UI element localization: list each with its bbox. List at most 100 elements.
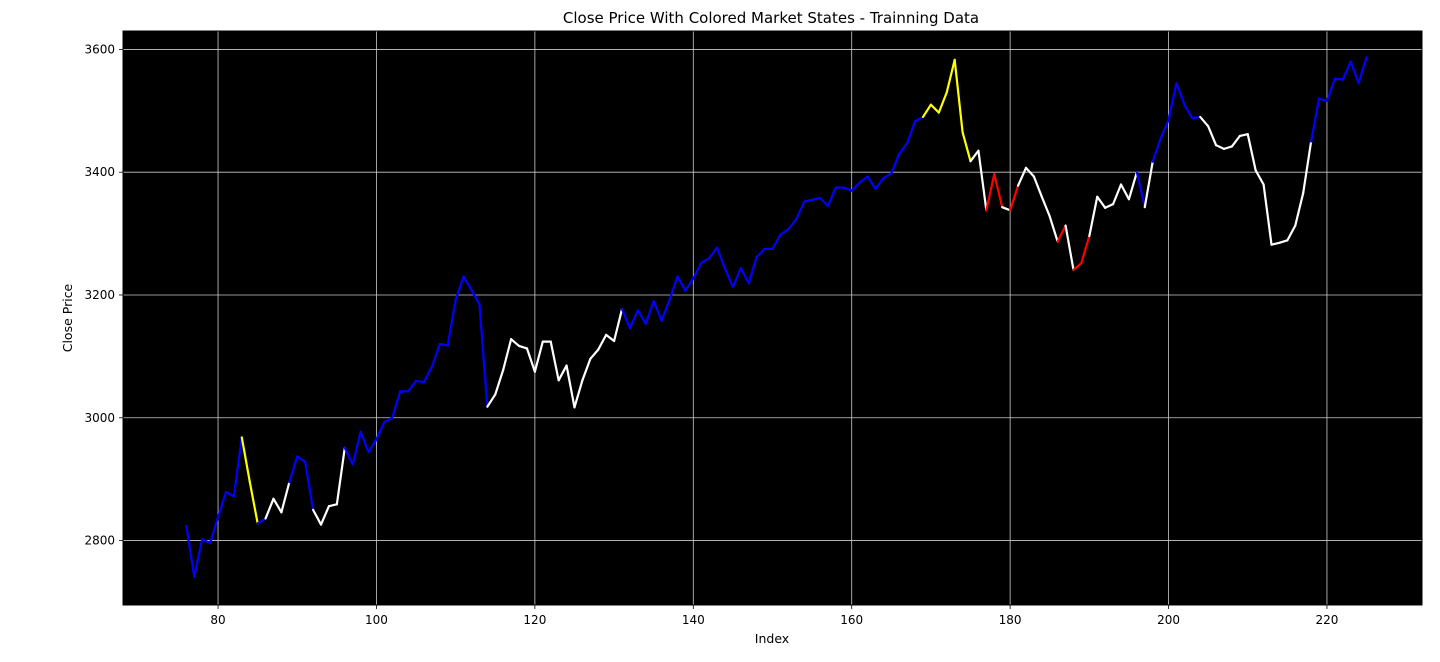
series-segment-106: [422, 365, 434, 384]
series-segment-166: [898, 142, 909, 155]
series-segment-197: [1143, 160, 1154, 209]
series-segment-165: [890, 152, 901, 175]
series-segment-94: [327, 503, 338, 508]
series-segment-169: [921, 103, 933, 119]
series-segment-210: [1246, 133, 1257, 172]
series-segment-186: [1056, 224, 1067, 243]
series-segment-170: [929, 103, 940, 114]
series-segment-171: [937, 91, 948, 114]
series-segment-154: [803, 198, 814, 203]
series-segment-147: [747, 255, 758, 285]
series-segment-194: [1119, 183, 1131, 201]
series-segment-86: [264, 497, 275, 520]
x-tick-label-200: 200: [1157, 613, 1180, 627]
series-segment-118: [517, 344, 529, 350]
series-segment-217: [1302, 140, 1313, 195]
series-segment-100: [375, 420, 386, 441]
series-segment-131: [620, 307, 632, 330]
series-segment-184: [1040, 195, 1051, 218]
series-segment-192: [1104, 203, 1115, 209]
series-segment-77: [193, 538, 204, 578]
y-tick-label-2800: 2800: [84, 534, 115, 548]
series-segment-122: [549, 340, 560, 382]
series-segment-113: [478, 303, 489, 408]
x-tick-label-140: 140: [682, 613, 705, 627]
x-tick-label-120: 120: [523, 613, 546, 627]
series-segment-110: [454, 275, 465, 301]
series-segment-143: [715, 246, 727, 270]
series-segment-89: [288, 455, 299, 484]
series-segment-182: [1024, 166, 1035, 178]
y-axis-label: Close Price: [60, 283, 75, 352]
series-segment-219: [1317, 97, 1329, 103]
series-segment-178: [993, 172, 1004, 209]
series-segment-224: [1357, 56, 1368, 85]
series-segment-220: [1325, 77, 1336, 103]
series-segment-200: [1167, 82, 1178, 122]
series-segment-88: [280, 481, 291, 514]
series-segment-203: [1191, 115, 1202, 120]
series-segment-172: [945, 58, 956, 94]
series-segment-140: [692, 261, 703, 280]
series-segment-183: [1032, 175, 1043, 198]
series-segment-222: [1341, 60, 1352, 81]
series-segment-104: [407, 379, 418, 393]
series-segment-129: [605, 333, 616, 343]
series-segment-92: [311, 508, 323, 526]
series-segment-201: [1175, 82, 1186, 106]
series-segment-179: [1001, 206, 1012, 212]
series-segment-160: [850, 181, 861, 192]
series-segment-81: [224, 490, 235, 498]
series-segment-152: [787, 218, 798, 231]
y-tick-label-3200: 3200: [84, 288, 115, 302]
series-segment-164: [882, 172, 893, 180]
series-segment-173: [953, 58, 964, 134]
series-segment-205: [1207, 125, 1218, 147]
series-segment-185: [1048, 215, 1059, 243]
series-segment-91: [304, 460, 315, 511]
series-segment-137: [668, 275, 679, 301]
series-segment-209: [1238, 133, 1249, 138]
series-segment-211: [1254, 169, 1265, 186]
series-segment-153: [795, 200, 806, 221]
series-segment-142: [708, 246, 719, 260]
series-segment-159: [842, 186, 853, 192]
x-tick-label-80: 80: [210, 613, 225, 627]
series-segment-82: [232, 436, 243, 498]
plot-area: [123, 31, 1422, 605]
series-segment-124: [565, 364, 576, 409]
series-segment-144: [723, 267, 734, 289]
series-segment-99: [367, 438, 378, 454]
plot-frame: [122, 30, 1423, 606]
close-price-series: [185, 56, 1368, 578]
series-segment-125: [573, 379, 584, 409]
series-segment-84: [248, 480, 259, 525]
y-tick-label-3600: 3600: [84, 42, 115, 56]
x-tick-label-220: 220: [1315, 613, 1338, 627]
series-segment-148: [755, 247, 766, 259]
series-segment-206: [1214, 144, 1226, 150]
series-segment-212: [1262, 183, 1273, 246]
series-segment-90: [296, 455, 307, 464]
series-segment-190: [1088, 195, 1099, 238]
series-segment-161: [858, 175, 869, 184]
series-segment-145: [731, 266, 742, 289]
series-segment-108: [438, 342, 449, 347]
series-segment-162: [866, 175, 877, 190]
series-segment-156: [818, 196, 830, 208]
series-segment-180: [1009, 184, 1020, 212]
series-segment-163: [874, 177, 885, 190]
series-segment-214: [1278, 239, 1289, 244]
series-segment-193: [1111, 183, 1123, 206]
series-segment-208: [1230, 134, 1241, 148]
chart-title: Close Price With Colored Market States -…: [563, 9, 979, 27]
series-segment-127: [589, 348, 600, 360]
series-segment-79: [209, 516, 220, 545]
x-axis: 80 100 120 140 160 180 200 220: [210, 605, 1338, 627]
series-segment-199: [1159, 118, 1170, 140]
series-segment-116: [502, 338, 513, 371]
series-segment-80: [216, 490, 228, 519]
series-segment-87: [272, 497, 283, 514]
series-segment-202: [1183, 103, 1194, 120]
